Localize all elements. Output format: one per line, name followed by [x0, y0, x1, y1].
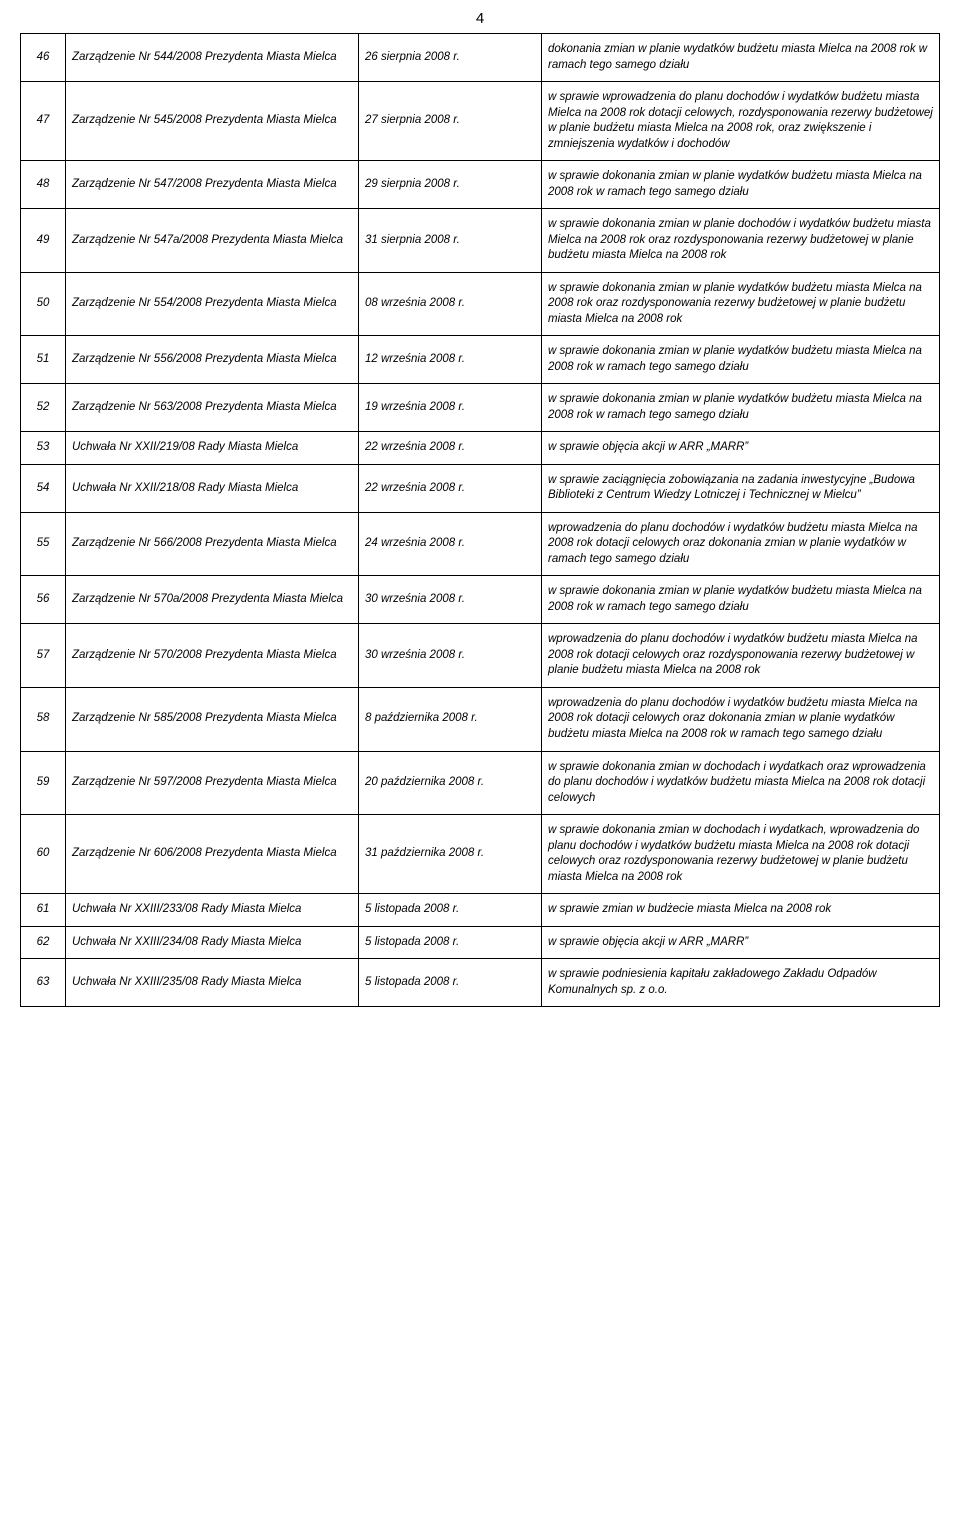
table-row: 58Zarządzenie Nr 585/2008 Prezydenta Mia…: [21, 687, 940, 751]
table-row: 53Uchwała Nr XXII/219/08 Rady Miasta Mie…: [21, 432, 940, 465]
row-date: 27 sierpnia 2008 r.: [359, 82, 542, 161]
row-title: Zarządzenie Nr 554/2008 Prezydenta Miast…: [66, 272, 359, 336]
row-number: 60: [21, 815, 66, 894]
row-number: 56: [21, 576, 66, 624]
row-number: 57: [21, 624, 66, 688]
table-row: 55Zarządzenie Nr 566/2008 Prezydenta Mia…: [21, 512, 940, 576]
row-title: Zarządzenie Nr 544/2008 Prezydenta Miast…: [66, 34, 359, 82]
row-title: Zarządzenie Nr 547a/2008 Prezydenta Mias…: [66, 209, 359, 273]
table-row: 46Zarządzenie Nr 544/2008 Prezydenta Mia…: [21, 34, 940, 82]
row-date: 12 września 2008 r.: [359, 336, 542, 384]
row-number: 49: [21, 209, 66, 273]
row-date: 22 września 2008 r.: [359, 464, 542, 512]
row-description: w sprawie dokonania zmian w dochodach i …: [542, 815, 940, 894]
row-number: 59: [21, 751, 66, 815]
row-number: 54: [21, 464, 66, 512]
row-date: 31 sierpnia 2008 r.: [359, 209, 542, 273]
table-row: 62Uchwała Nr XXIII/234/08 Rady Miasta Mi…: [21, 926, 940, 959]
table-row: 57Zarządzenie Nr 570/2008 Prezydenta Mia…: [21, 624, 940, 688]
row-description: w sprawie wprowadzenia do planu dochodów…: [542, 82, 940, 161]
table-row: 60Zarządzenie Nr 606/2008 Prezydenta Mia…: [21, 815, 940, 894]
row-description: w sprawie dokonania zmian w planie wydat…: [542, 161, 940, 209]
row-title: Zarządzenie Nr 566/2008 Prezydenta Miast…: [66, 512, 359, 576]
table-row: 61Uchwała Nr XXIII/233/08 Rady Miasta Mi…: [21, 894, 940, 927]
row-date: 29 sierpnia 2008 r.: [359, 161, 542, 209]
table-row: 48Zarządzenie Nr 547/2008 Prezydenta Mia…: [21, 161, 940, 209]
table-row: 47Zarządzenie Nr 545/2008 Prezydenta Mia…: [21, 82, 940, 161]
row-title: Zarządzenie Nr 570a/2008 Prezydenta Mias…: [66, 576, 359, 624]
table-row: 54Uchwała Nr XXII/218/08 Rady Miasta Mie…: [21, 464, 940, 512]
row-description: w sprawie dokonania zmian w planie wydat…: [542, 576, 940, 624]
row-title: Zarządzenie Nr 570/2008 Prezydenta Miast…: [66, 624, 359, 688]
row-number: 50: [21, 272, 66, 336]
table-row: 52Zarządzenie Nr 563/2008 Prezydenta Mia…: [21, 384, 940, 432]
page-number: 4: [0, 0, 960, 33]
row-number: 52: [21, 384, 66, 432]
row-date: 08 września 2008 r.: [359, 272, 542, 336]
row-number: 48: [21, 161, 66, 209]
row-title: Zarządzenie Nr 585/2008 Prezydenta Miast…: [66, 687, 359, 751]
row-description: w sprawie zmian w budżecie miasta Mielca…: [542, 894, 940, 927]
row-description: w sprawie podniesienia kapitału zakładow…: [542, 959, 940, 1007]
row-description: w sprawie zaciągnięcia zobowiązania na z…: [542, 464, 940, 512]
row-date: 31 października 2008 r.: [359, 815, 542, 894]
table-row: 50Zarządzenie Nr 554/2008 Prezydenta Mia…: [21, 272, 940, 336]
row-title: Uchwała Nr XXIII/234/08 Rady Miasta Miel…: [66, 926, 359, 959]
row-title: Uchwała Nr XXIII/235/08 Rady Miasta Miel…: [66, 959, 359, 1007]
row-number: 58: [21, 687, 66, 751]
row-description: w sprawie dokonania zmian w planie wydat…: [542, 272, 940, 336]
table-row: 56Zarządzenie Nr 570a/2008 Prezydenta Mi…: [21, 576, 940, 624]
row-description: w sprawie dokonania zmian w planie wydat…: [542, 384, 940, 432]
row-date: 26 sierpnia 2008 r.: [359, 34, 542, 82]
row-description: w sprawie dokonania zmian w planie docho…: [542, 209, 940, 273]
row-number: 55: [21, 512, 66, 576]
row-date: 5 listopada 2008 r.: [359, 894, 542, 927]
row-title: Zarządzenie Nr 606/2008 Prezydenta Miast…: [66, 815, 359, 894]
row-title: Zarządzenie Nr 547/2008 Prezydenta Miast…: [66, 161, 359, 209]
table-row: 59Zarządzenie Nr 597/2008 Prezydenta Mia…: [21, 751, 940, 815]
row-description: w sprawie objęcia akcji w ARR „MARR”: [542, 432, 940, 465]
row-description: w sprawie dokonania zmian w dochodach i …: [542, 751, 940, 815]
row-number: 62: [21, 926, 66, 959]
row-title: Zarządzenie Nr 597/2008 Prezydenta Miast…: [66, 751, 359, 815]
table-row: 51Zarządzenie Nr 556/2008 Prezydenta Mia…: [21, 336, 940, 384]
row-number: 63: [21, 959, 66, 1007]
row-date: 30 września 2008 r.: [359, 576, 542, 624]
row-description: wprowadzenia do planu dochodów i wydatkó…: [542, 512, 940, 576]
row-description: w sprawie objęcia akcji w ARR „MARR”: [542, 926, 940, 959]
table-row: 49Zarządzenie Nr 547a/2008 Prezydenta Mi…: [21, 209, 940, 273]
row-date: 8 października 2008 r.: [359, 687, 542, 751]
row-title: Uchwała Nr XXIII/233/08 Rady Miasta Miel…: [66, 894, 359, 927]
row-title: Uchwała Nr XXII/219/08 Rady Miasta Mielc…: [66, 432, 359, 465]
row-number: 47: [21, 82, 66, 161]
row-description: dokonania zmian w planie wydatków budżet…: [542, 34, 940, 82]
row-date: 22 września 2008 r.: [359, 432, 542, 465]
row-date: 30 września 2008 r.: [359, 624, 542, 688]
row-date: 24 września 2008 r.: [359, 512, 542, 576]
row-description: wprowadzenia do planu dochodów i wydatkó…: [542, 624, 940, 688]
row-date: 5 listopada 2008 r.: [359, 959, 542, 1007]
row-date: 5 listopada 2008 r.: [359, 926, 542, 959]
row-date: 19 września 2008 r.: [359, 384, 542, 432]
row-number: 51: [21, 336, 66, 384]
row-title: Zarządzenie Nr 563/2008 Prezydenta Miast…: [66, 384, 359, 432]
row-title: Zarządzenie Nr 545/2008 Prezydenta Miast…: [66, 82, 359, 161]
row-number: 53: [21, 432, 66, 465]
row-description: w sprawie dokonania zmian w planie wydat…: [542, 336, 940, 384]
row-title: Zarządzenie Nr 556/2008 Prezydenta Miast…: [66, 336, 359, 384]
regulations-table: 46Zarządzenie Nr 544/2008 Prezydenta Mia…: [20, 33, 940, 1007]
row-title: Uchwała Nr XXII/218/08 Rady Miasta Mielc…: [66, 464, 359, 512]
row-date: 20 października 2008 r.: [359, 751, 542, 815]
row-number: 46: [21, 34, 66, 82]
row-number: 61: [21, 894, 66, 927]
row-description: wprowadzenia do planu dochodów i wydatkó…: [542, 687, 940, 751]
table-row: 63Uchwała Nr XXIII/235/08 Rady Miasta Mi…: [21, 959, 940, 1007]
